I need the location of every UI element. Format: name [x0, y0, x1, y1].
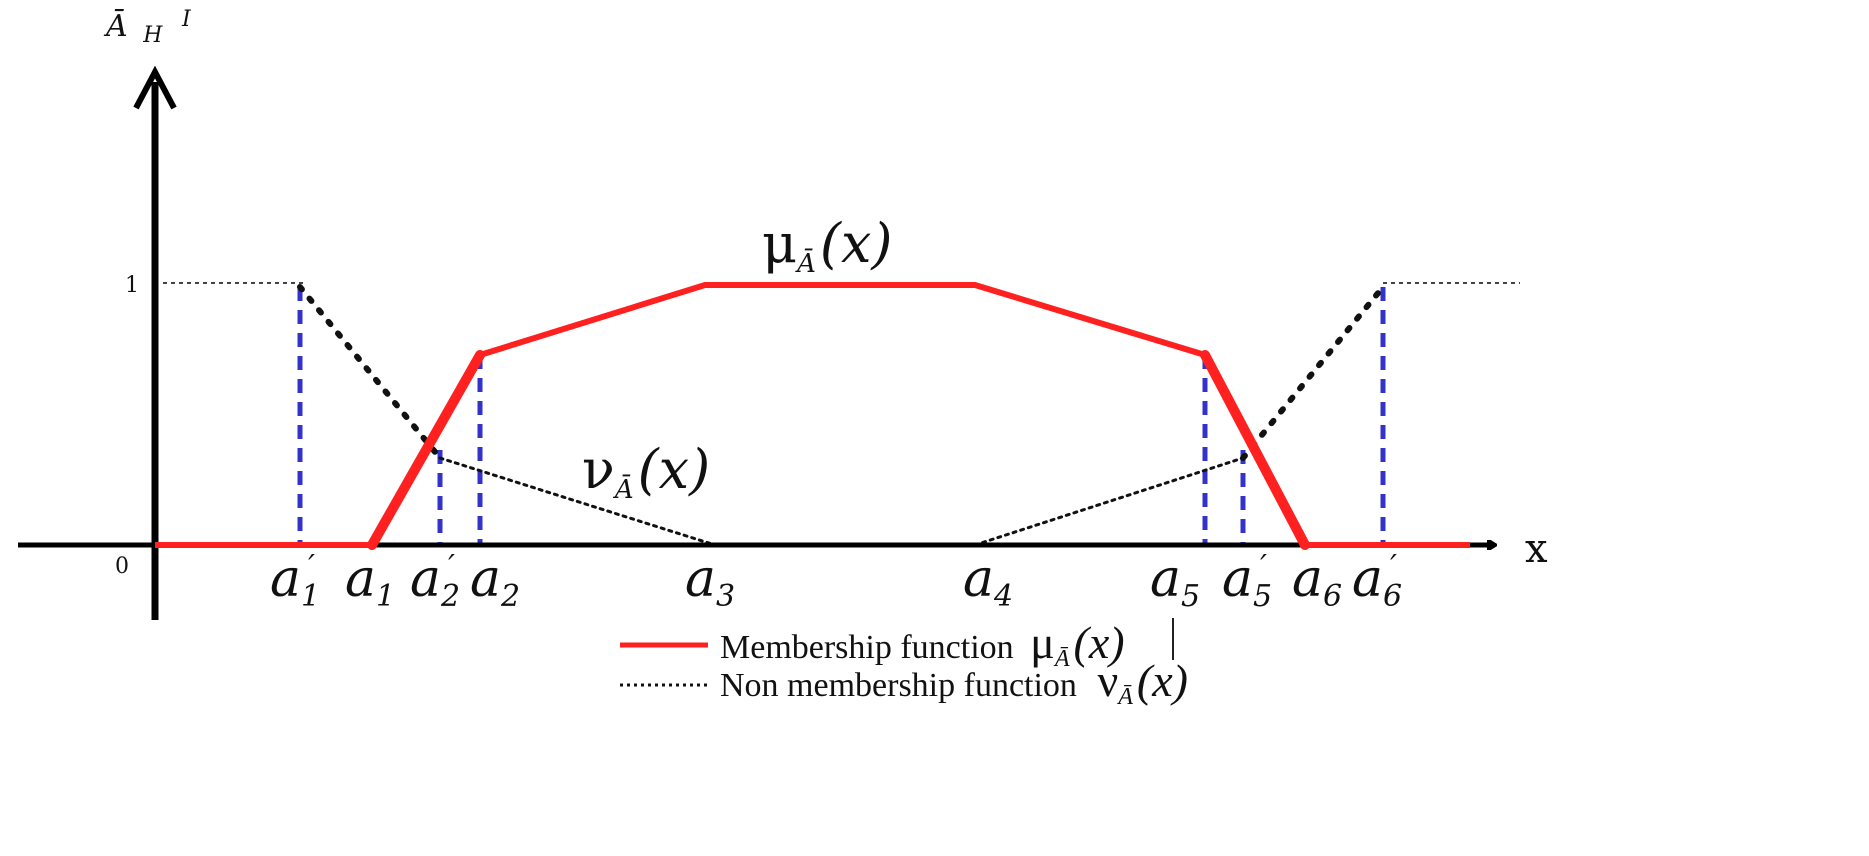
x-axis-label: x	[1525, 526, 1548, 572]
tick-label: a2′	[410, 549, 460, 614]
legend-membership-arg: (x)	[1074, 617, 1125, 668]
membership-curve	[155, 282, 1470, 548]
nu-right-ascending	[1240, 284, 1386, 461]
tick-label: a6	[1292, 549, 1342, 614]
legend-membership-sub: Ā	[1053, 646, 1070, 672]
legend-nonmembership-sub: Ā	[1116, 684, 1133, 710]
tick-labels: a1′ a1 a2′ a2 a3 a4 a5 a5′ a6 a6′	[270, 549, 1402, 614]
legend-membership-mu: μ	[1030, 617, 1055, 668]
level-one-label: 1	[125, 273, 139, 298]
y-axis-label-sup: I	[181, 7, 192, 32]
nu-annotation: νĀ(x)	[582, 438, 710, 505]
tick-label: a1	[345, 549, 395, 614]
tick-label: a1′	[270, 549, 320, 614]
nu-left-tail	[438, 456, 717, 547]
nu-right-tail	[973, 456, 1245, 547]
membership-left-thick	[367, 350, 485, 550]
legend: Membership function μĀ(x) Non membership…	[620, 617, 1188, 710]
y-axis-arrowhead	[133, 65, 177, 110]
nu-annotation-sub: Ā	[613, 474, 634, 505]
legend-nonmembership-label: Non membership function νĀ(x)	[720, 655, 1188, 710]
mu-annotation-sub: Ā	[795, 248, 816, 279]
non-membership-curve	[297, 284, 1386, 547]
nu-annotation-arg: (x)	[638, 438, 711, 501]
legend-membership-label: Membership function μĀ(x)	[720, 617, 1125, 672]
mu-annotation-arg: (x)	[820, 212, 893, 275]
tick-label: a4	[963, 549, 1013, 614]
mu-annotation: μĀ(x)	[762, 212, 892, 279]
legend-nonmembership-arg: (x)	[1137, 655, 1188, 706]
y-axis-label: Ā H I	[103, 7, 192, 50]
nu-left-descending	[297, 284, 443, 461]
membership-right-thick	[1200, 350, 1310, 550]
tick-label: a2	[470, 549, 520, 614]
tick-label: a5	[1150, 549, 1200, 614]
y-axis-label-sub: H	[142, 23, 163, 48]
legend-nonmembership-nu: ν	[1097, 655, 1118, 706]
guide-lines	[297, 287, 1386, 545]
tick-label: a3	[685, 549, 735, 614]
tick-label: a6′	[1352, 549, 1402, 614]
tick-label: a5′	[1222, 549, 1272, 614]
origin-label: 0	[115, 554, 129, 579]
